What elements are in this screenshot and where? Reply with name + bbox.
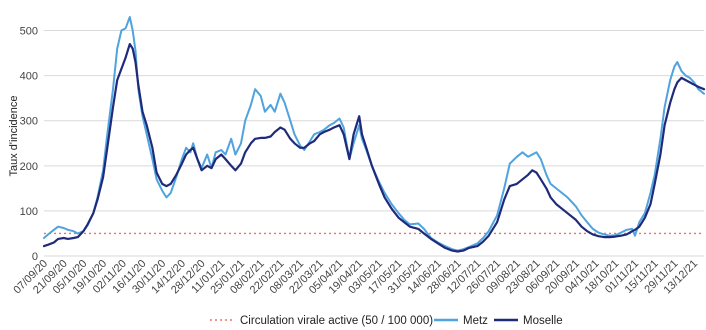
y-axis-label: Taux d'incidence [8, 96, 20, 177]
x-tick-labels: 07/09/2021/09/2005/10/2019/10/2002/11/20… [11, 258, 700, 297]
y-tick-label-400: 400 [20, 71, 38, 83]
gridlines [44, 30, 704, 257]
legend-label-threshold: Circulation virale active (50 / 100 000) [240, 315, 433, 327]
series-line-metz [43, 16, 705, 252]
legend: Circulation virale active (50 / 100 000)… [210, 315, 563, 327]
y-tick-labels: 0 100 200 300 400 500 [20, 26, 38, 263]
y-tick-label-200: 200 [20, 161, 38, 173]
series-lines [42, 16, 706, 253]
y-tick-label-500: 500 [20, 26, 38, 38]
legend-label-metz: Metz [463, 315, 488, 327]
series-line-moselle [42, 43, 706, 253]
y-tick-label-300: 300 [20, 116, 38, 128]
y-tick-label-0: 0 [32, 251, 38, 263]
y-tick-label-100: 100 [20, 206, 38, 218]
legend-label-moselle: Moselle [523, 315, 563, 327]
